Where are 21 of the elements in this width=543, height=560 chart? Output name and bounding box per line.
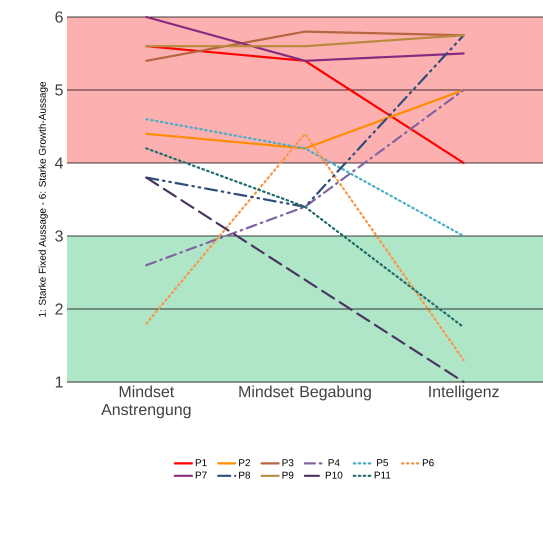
legend-label: P3	[282, 459, 294, 466]
y-tick-label: 1	[56, 376, 63, 388]
y-tick-label: 2	[55, 303, 63, 315]
legend-label: P7	[196, 472, 207, 479]
legend-label: P5	[377, 459, 388, 466]
x-tick-label: Intelligenz	[429, 386, 499, 400]
legend-label: P8	[239, 472, 250, 479]
y-tick-label: 5	[55, 84, 63, 96]
legend-label: P1	[196, 459, 207, 466]
legend-label: P6	[422, 459, 434, 466]
x-tick-label: Mindset Anstrengung	[101, 386, 190, 418]
y-axis-title: 1: Starke Fixed Aussage - 6: Starke Growth-Aussage	[38, 82, 48, 317]
y-tick-label: 4	[54, 158, 64, 168]
legend-label: P4	[328, 459, 340, 466]
legend-label: P2	[239, 459, 250, 466]
legend-label: P11	[374, 472, 390, 479]
y-tick-label: 3	[55, 230, 63, 242]
legend-label: P10	[326, 472, 342, 479]
y-tick-label: 6	[55, 11, 63, 23]
x-tick-label: Mindset Begabung	[239, 386, 371, 400]
legend-label: P9	[282, 472, 294, 479]
